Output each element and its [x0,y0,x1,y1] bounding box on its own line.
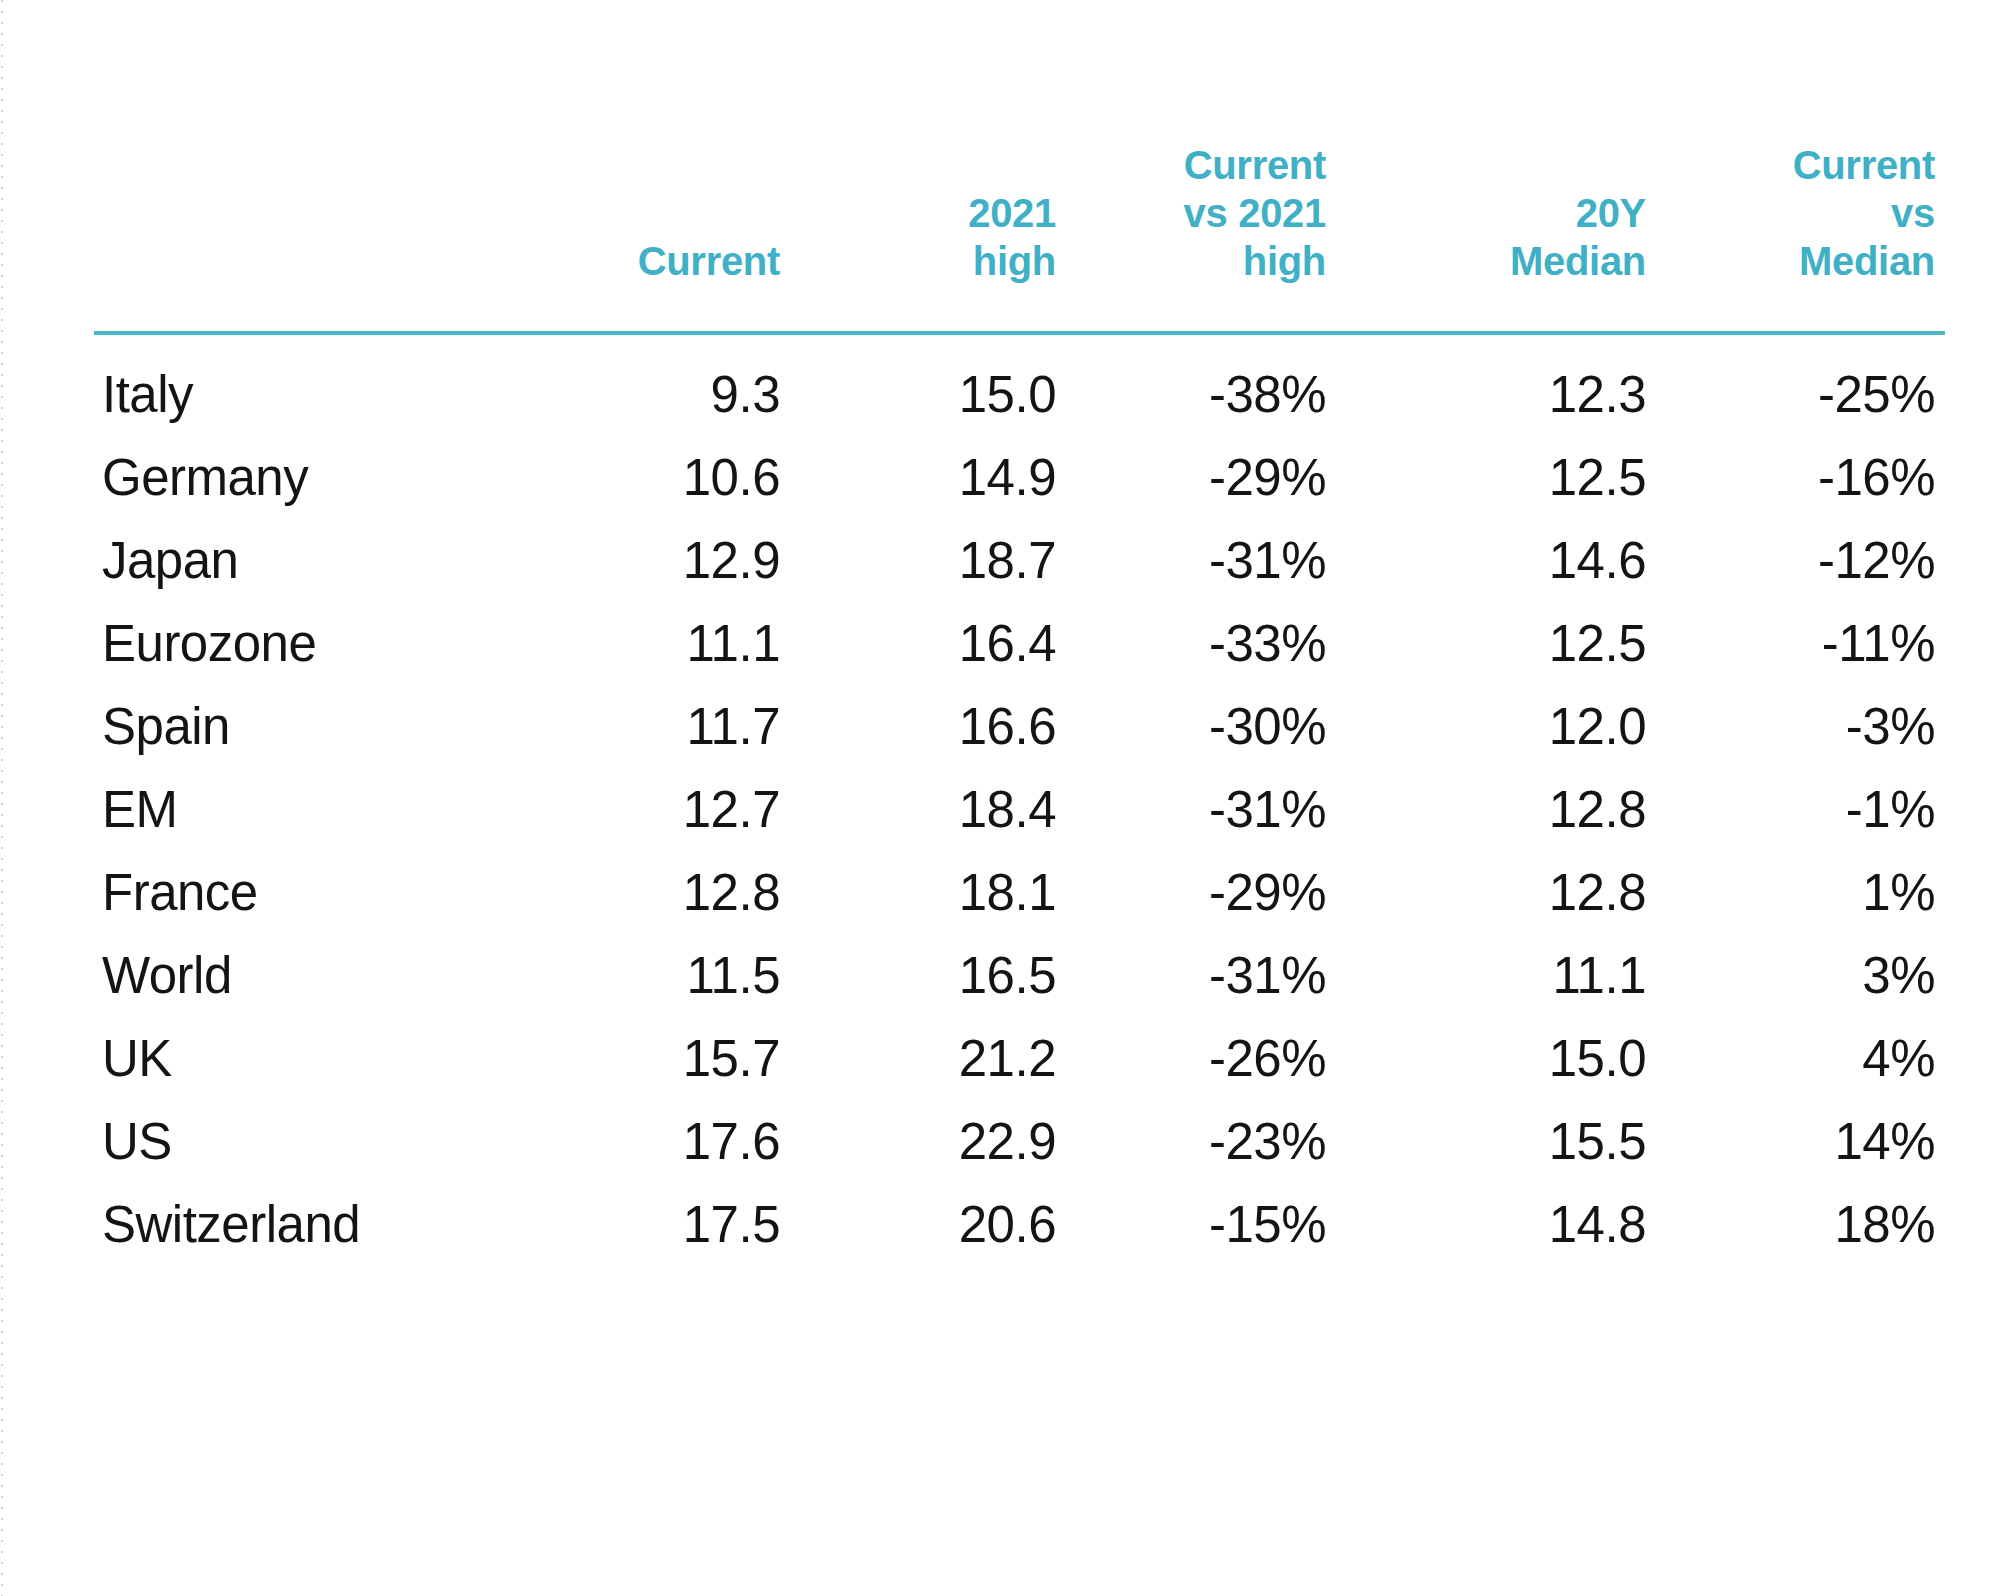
row-label: EM [94,768,500,851]
table-row: Italy9.315.0-38%12.3-25% [94,333,1945,436]
cell-current-vs-median: -1% [1646,768,1945,851]
cell-current-vs-median: 4% [1646,1017,1945,1100]
header-current: Current [500,0,780,333]
cell-20y-median: 12.0 [1326,685,1646,768]
cell-current-vs-2021-high: -15% [1056,1183,1326,1266]
cell-current-vs-2021-high: -31% [1056,519,1326,602]
header-2021-high: 2021 high [780,0,1056,333]
left-dotted-edge [1,0,3,1596]
cell-2021-high: 22.9 [780,1100,1056,1183]
row-label: Japan [94,519,500,602]
cell-current-vs-2021-high: -31% [1056,768,1326,851]
row-label: France [94,851,500,934]
row-label: Switzerland [94,1183,500,1266]
cell-current-vs-2021-high: -33% [1056,602,1326,685]
table-row: US17.622.9-23%15.514% [94,1100,1945,1183]
cell-current: 12.9 [500,519,780,602]
table-row: EM12.718.4-31%12.8-1% [94,768,1945,851]
table-row: Eurozone11.116.4-33%12.5-11% [94,602,1945,685]
row-label: Spain [94,685,500,768]
cell-2021-high: 16.5 [780,934,1056,1017]
row-label: Eurozone [94,602,500,685]
cell-current-vs-2021-high: -30% [1056,685,1326,768]
cell-2021-high: 21.2 [780,1017,1056,1100]
cell-2021-high: 18.7 [780,519,1056,602]
cell-current-vs-median: -16% [1646,436,1945,519]
cell-20y-median: 12.5 [1326,602,1646,685]
table-body: Italy9.315.0-38%12.3-25%Germany10.614.9-… [94,333,1945,1266]
cell-current-vs-2021-high: -23% [1056,1100,1326,1183]
header-current-vs-2021-high: Current vs 2021 high [1056,0,1326,333]
cell-current-vs-median: -25% [1646,333,1945,436]
cell-current: 12.7 [500,768,780,851]
cell-current: 9.3 [500,333,780,436]
cell-current-vs-median: 18% [1646,1183,1945,1266]
valuation-table: Current 2021 high Current vs 2021 high 2… [94,0,1945,1266]
cell-current: 17.5 [500,1183,780,1266]
cell-20y-median: 15.5 [1326,1100,1646,1183]
cell-2021-high: 16.6 [780,685,1056,768]
table-row: Germany10.614.9-29%12.5-16% [94,436,1945,519]
table-row: Japan12.918.7-31%14.6-12% [94,519,1945,602]
cell-current: 11.5 [500,934,780,1017]
header-row: Current 2021 high Current vs 2021 high 2… [94,0,1945,333]
cell-2021-high: 15.0 [780,333,1056,436]
table-row: UK15.721.2-26%15.04% [94,1017,1945,1100]
cell-current: 11.7 [500,685,780,768]
row-label: UK [94,1017,500,1100]
header-20y-median: 20Y Median [1326,0,1646,333]
cell-20y-median: 12.8 [1326,768,1646,851]
row-label: Italy [94,333,500,436]
cell-2021-high: 16.4 [780,602,1056,685]
cell-current: 15.7 [500,1017,780,1100]
cell-current: 12.8 [500,851,780,934]
cell-20y-median: 11.1 [1326,934,1646,1017]
table-row: France12.818.1-29%12.81% [94,851,1945,934]
cell-current: 17.6 [500,1100,780,1183]
cell-2021-high: 14.9 [780,436,1056,519]
header-region [94,0,500,333]
cell-current-vs-2021-high: -29% [1056,436,1326,519]
cell-current-vs-median: -3% [1646,685,1945,768]
cell-20y-median: 14.8 [1326,1183,1646,1266]
cell-current-vs-median: 14% [1646,1100,1945,1183]
cell-20y-median: 12.8 [1326,851,1646,934]
table-row: Spain11.716.6-30%12.0-3% [94,685,1945,768]
cell-current: 11.1 [500,602,780,685]
page: Current 2021 high Current vs 2021 high 2… [0,0,2008,1596]
cell-current-vs-median: -11% [1646,602,1945,685]
table-row: World11.516.5-31%11.13% [94,934,1945,1017]
cell-current-vs-median: -12% [1646,519,1945,602]
cell-2021-high: 18.1 [780,851,1056,934]
cell-2021-high: 18.4 [780,768,1056,851]
cell-current-vs-2021-high: -26% [1056,1017,1326,1100]
table-header: Current 2021 high Current vs 2021 high 2… [94,0,1945,333]
cell-20y-median: 12.5 [1326,436,1646,519]
cell-current-vs-median: 3% [1646,934,1945,1017]
row-label: World [94,934,500,1017]
cell-20y-median: 15.0 [1326,1017,1646,1100]
row-label: Germany [94,436,500,519]
header-current-vs-median: Current vs Median [1646,0,1945,333]
row-label: US [94,1100,500,1183]
cell-current-vs-2021-high: -31% [1056,934,1326,1017]
cell-20y-median: 14.6 [1326,519,1646,602]
cell-current-vs-median: 1% [1646,851,1945,934]
cell-current-vs-2021-high: -29% [1056,851,1326,934]
cell-current-vs-2021-high: -38% [1056,333,1326,436]
cell-20y-median: 12.3 [1326,333,1646,436]
cell-2021-high: 20.6 [780,1183,1056,1266]
table-row: Switzerland17.520.6-15%14.818% [94,1183,1945,1266]
cell-current: 10.6 [500,436,780,519]
